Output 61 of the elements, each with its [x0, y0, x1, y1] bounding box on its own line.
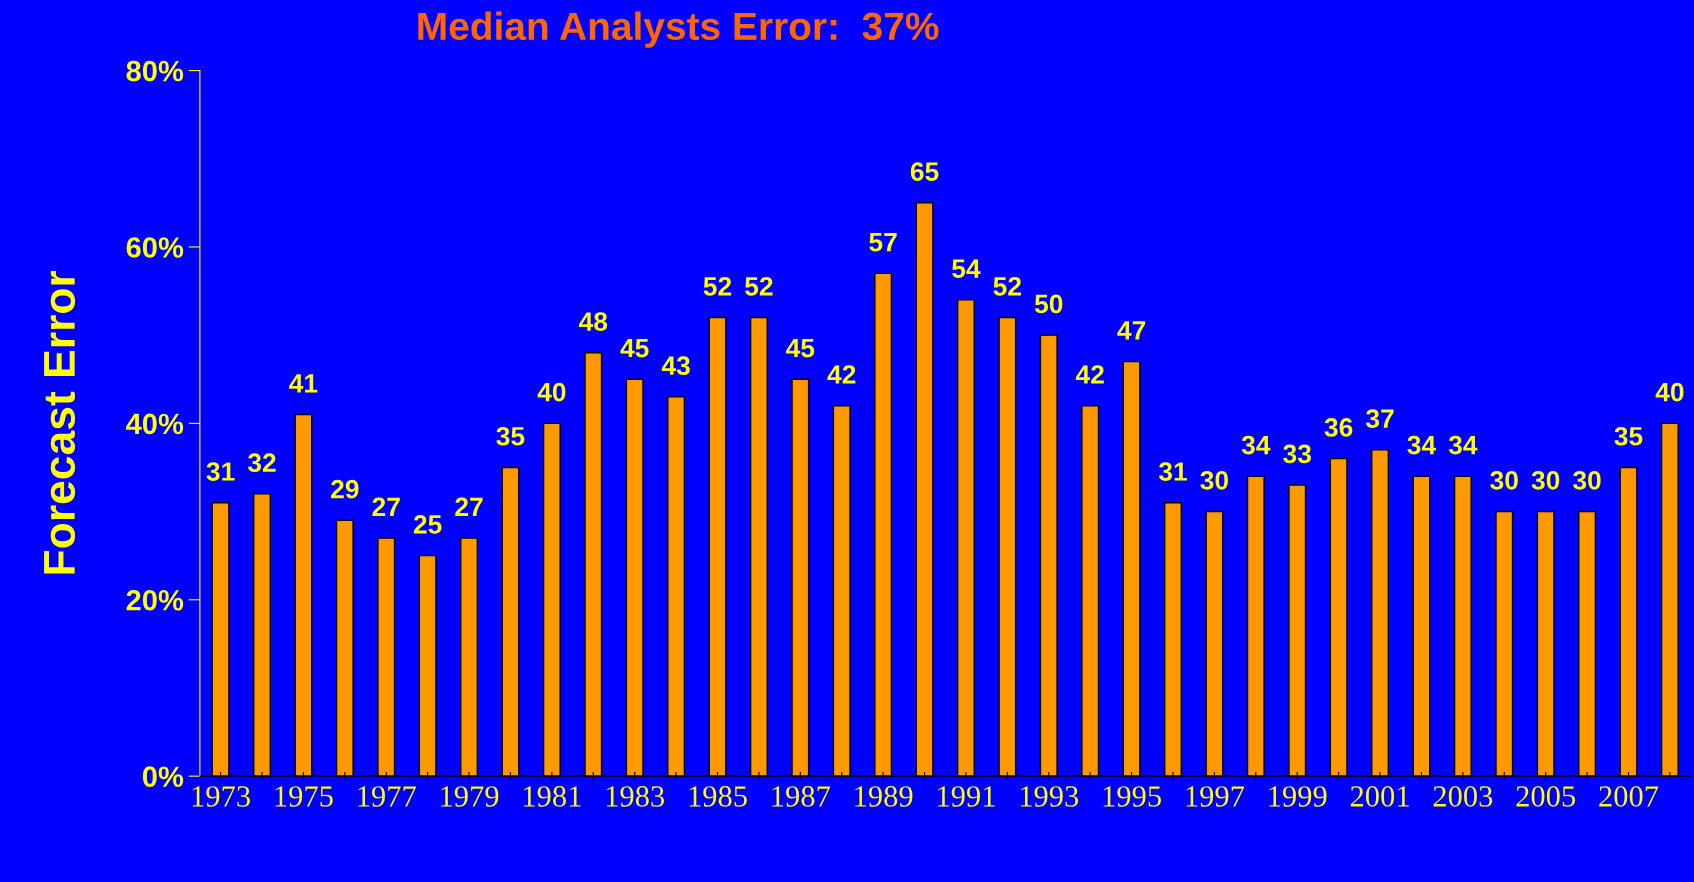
data-label: 36 [1324, 418, 1353, 437]
data-label: 31 [1158, 462, 1187, 481]
data-label: 35 [496, 426, 525, 446]
data-label: 48 [579, 312, 608, 331]
data-label: 27 [372, 497, 400, 516]
data-label: 37 [1365, 409, 1394, 428]
y-tick-label: 0% [142, 766, 184, 788]
data-label: 52 [993, 276, 1021, 296]
data-label: 43 [661, 356, 690, 376]
data-label: 50 [1034, 294, 1063, 314]
x-tick-label: 1985 [689, 786, 747, 807]
data-label: 40 [1655, 382, 1684, 402]
x-tick-label: 2001 [1350, 786, 1409, 807]
x-tick-label: 1975 [275, 786, 333, 807]
data-label: 31 [206, 462, 235, 481]
data-label: 30 [1200, 470, 1229, 490]
data-label: 30 [1531, 470, 1560, 490]
x-tick-label: 1989 [855, 786, 913, 807]
data-label: 34 [1448, 435, 1478, 455]
x-tick-label: 1973 [192, 786, 250, 807]
y-axis-title: Forecast Error [44, 270, 76, 574]
y-tick-label: 40% [125, 413, 184, 435]
data-label: 32 [247, 453, 276, 473]
x-tick-label: 1977 [358, 786, 416, 807]
data-label: 30 [1490, 470, 1518, 490]
data-label: 45 [620, 338, 649, 358]
x-tick-label: 1993 [1020, 786, 1079, 807]
y-tick-label: 20% [126, 589, 184, 611]
data-label: 65 [910, 162, 939, 181]
data-label: 42 [827, 365, 856, 384]
data-label: 52 [703, 276, 732, 296]
data-label: 34 [1407, 435, 1436, 455]
y-tick-label: 60% [126, 237, 184, 258]
data-label: 41 [289, 374, 318, 393]
data-label: 33 [1283, 444, 1311, 464]
data-label: 25 [413, 515, 442, 534]
y-tick-label: 80% [126, 60, 184, 82]
x-tick-label: 1995 [1103, 786, 1161, 807]
x-tick-label: 1987 [772, 786, 830, 807]
x-tick-label: 1983 [606, 786, 665, 807]
data-label: 47 [1117, 321, 1146, 340]
x-tick-label: 1979 [441, 786, 499, 807]
data-label: 34 [1241, 435, 1271, 455]
data-label: 45 [786, 338, 815, 358]
x-tick-label: 1999 [1269, 786, 1327, 807]
data-label: 52 [745, 276, 773, 296]
data-label: 42 [1075, 365, 1104, 384]
x-tick-label: 1997 [1186, 786, 1245, 807]
x-tick-label: 2003 [1433, 786, 1493, 807]
data-label: 27 [455, 497, 483, 516]
x-tick-label: 2005 [1516, 786, 1576, 807]
x-tick-label: 1981 [524, 786, 581, 807]
data-label: 30 [1573, 470, 1601, 490]
x-tick-label: 2007 [1599, 786, 1659, 807]
data-label: 40 [537, 382, 566, 402]
chart-title: Median Analysts Error: 37% [418, 11, 939, 48]
data-label: 29 [331, 479, 359, 499]
data-label: 54 [952, 259, 981, 278]
x-tick-label: 1991 [938, 786, 995, 807]
data-label: 35 [1614, 426, 1643, 446]
data-label: 57 [869, 233, 897, 252]
